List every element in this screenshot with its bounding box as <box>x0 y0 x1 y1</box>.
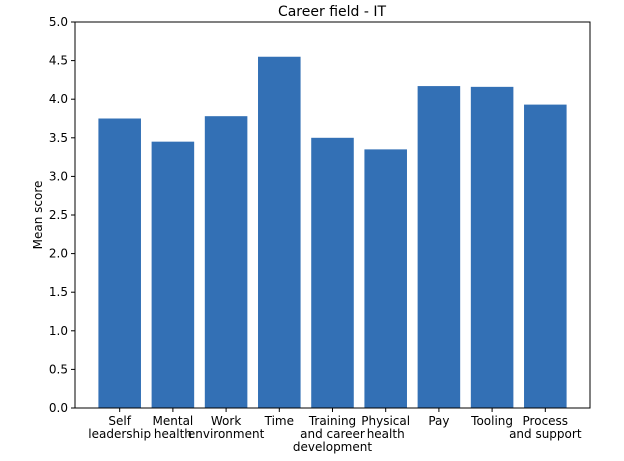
bar-6 <box>417 86 461 408</box>
x-tick-label-0: Self leadership <box>88 414 151 441</box>
bar-4 <box>311 137 354 409</box>
y-tick-label-5: 2.5 <box>49 208 68 222</box>
x-tick-label-6: Pay <box>428 414 449 428</box>
bar-5 <box>364 149 407 408</box>
y-tick-label-9: 4.5 <box>49 54 68 68</box>
y-tick-label-2: 1.0 <box>49 324 68 338</box>
chart-title: Career field - IT <box>278 4 387 20</box>
bar-8 <box>524 104 567 408</box>
x-tick-label-8: Process and support <box>509 414 582 441</box>
bars-layer <box>98 56 567 409</box>
x-tick-label-7: Tooling <box>470 414 513 428</box>
x-tick-label-1: Mental health <box>153 414 194 441</box>
y-tick-label-8: 4.0 <box>49 92 68 106</box>
y-tick-label-4: 2.0 <box>49 247 68 261</box>
y-tick-label-6: 3.0 <box>49 169 68 183</box>
y-tick-label-1: 0.5 <box>49 362 68 376</box>
bar-7 <box>470 86 514 408</box>
y-tick-label-7: 3.5 <box>49 131 68 145</box>
bar-0 <box>98 118 141 408</box>
y-axis-title: Mean score <box>31 181 45 250</box>
y-tick-label-3: 1.5 <box>49 285 68 299</box>
bar-3 <box>258 56 301 409</box>
y-tick-label-10: 5.0 <box>49 15 68 29</box>
x-tick-label-2: Work environment <box>188 414 265 441</box>
x-tick-label-4: Training and career development <box>293 414 372 454</box>
y-axis-ticks: 0.0 0.5 1.0 1.5 2.0 2.5 3.0 3.5 4.0 4.5 5.0 <box>49 15 75 415</box>
bar-1 <box>151 141 195 408</box>
y-tick-label-0: 0.0 <box>49 401 68 415</box>
x-tick-label-5: Physical health <box>361 414 410 441</box>
x-tick-label-3: Time <box>264 414 294 428</box>
bar-2 <box>204 116 248 409</box>
